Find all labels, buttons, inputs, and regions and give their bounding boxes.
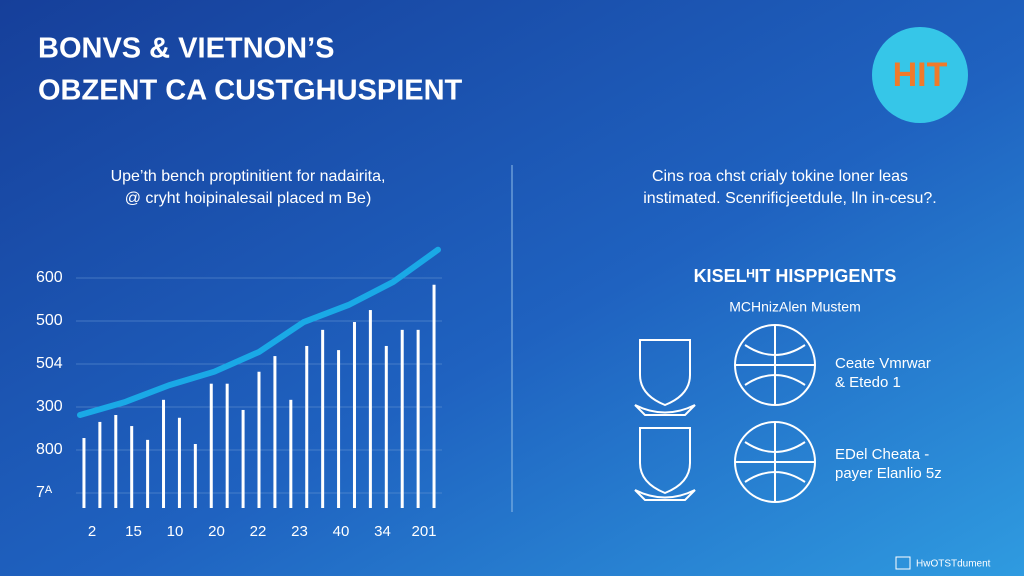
bar [177,417,181,508]
badge [872,27,968,123]
bar [241,409,245,508]
x-tick-label: 20 [208,523,225,540]
x-tick-label: 201 [411,523,436,540]
bar [225,383,229,508]
bar [146,439,150,508]
globe-lines [735,325,815,405]
bar [193,444,197,508]
icons [634,324,816,503]
ribbon-icon [634,404,696,416]
bar [114,415,118,508]
subtitle: Upe’th bench proptinitient for nadairita… [111,168,386,185]
bar [273,356,277,508]
ribbon-icon [634,489,696,501]
footer-logo [895,556,911,570]
x-tick-label: 22 [250,523,267,540]
x-tick-label: 15 [125,523,142,540]
bar [98,421,102,508]
footer-text: HwOTSTdument [916,559,991,570]
title: OBZENT CA CUSTGHUSPIENT [38,75,463,107]
bar [352,322,356,508]
x-tick-label: 34 [374,523,391,540]
y-tick-label: 600 [36,269,63,286]
subtitle: @ cryht hoipinalesail placed m Be) [125,190,372,207]
y-tick-label: 7ᴬ [36,484,53,501]
x-tick-label: 10 [167,523,184,540]
bar [337,350,341,508]
subheading: MCHnizAlen Mustem [729,299,860,315]
bar [162,399,166,508]
title: BONVS & VIETNON’S [38,33,335,65]
y-tick-label: 300 [36,398,63,415]
y-tick-label: 800 [36,441,63,458]
item-text: & Etedo 1 [835,374,901,391]
intro: instimated. Scenrificjeetdule, lln in-ce… [643,190,936,207]
bar [416,329,420,508]
bar [368,310,372,508]
bar [209,383,213,508]
heading: KISELᴴIT HISPPIGENTS [694,266,897,286]
y-tick-label: 504 [36,355,63,372]
bar [321,329,325,508]
bar [257,371,261,508]
bar [400,329,404,508]
item-text: EDel Cheata - [835,446,929,463]
bar [289,399,293,508]
item-text: Ceate Vmrwar [835,355,931,372]
globe-lines [735,422,815,502]
item-text: payer Elanlio 5z [835,465,942,482]
bar [432,284,436,508]
bar [384,345,388,508]
shield-icon [639,427,691,495]
trend-line [77,246,441,419]
chart: 600 500 504 300 800 7ᴬ 2 15 10 20 22 23 40 34 201 [36,246,442,540]
intro: Cins roa chst crialy tokine loner leas [652,168,908,185]
x-tick-label: 23 [291,523,308,540]
y-tick-label: 500 [36,312,63,329]
badge-text: HIT [893,56,948,94]
bar [130,426,134,508]
shield-icon [639,339,691,407]
bar [82,438,86,508]
x-tick-label: 2 [88,523,96,540]
x-tick-label: 40 [333,523,350,540]
bar [305,345,309,508]
